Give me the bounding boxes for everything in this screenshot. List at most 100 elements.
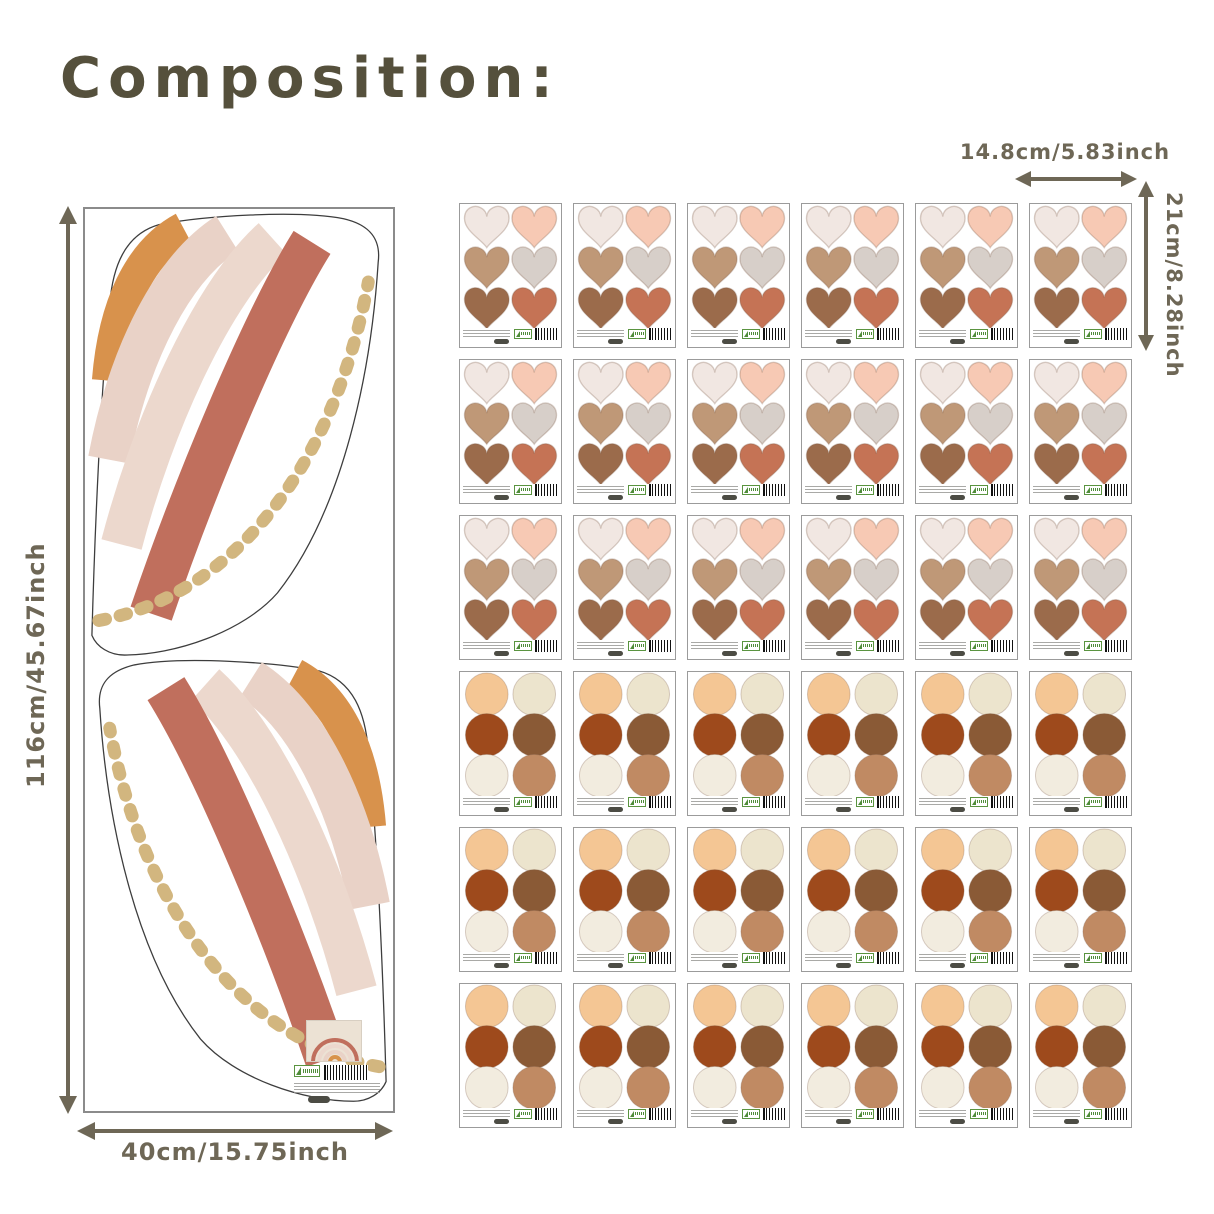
heart-sticker <box>1081 287 1128 328</box>
circle-sticker <box>1034 909 1079 952</box>
barcode <box>649 484 672 496</box>
heart-sticker <box>511 558 558 602</box>
circle-sticker <box>464 672 509 717</box>
heart-sticker <box>577 402 624 446</box>
description-text-lines <box>294 1083 380 1094</box>
decal-product-label <box>294 1020 388 1103</box>
sticker-sheet-artwork <box>1034 672 1127 796</box>
product-code-badge <box>836 339 851 344</box>
heart-sticker <box>625 517 672 561</box>
sticker-sheet-hearts <box>573 359 676 504</box>
sticker-sheet-artwork <box>1033 361 1128 484</box>
description-text-lines <box>1033 798 1080 806</box>
heart-sticker <box>625 402 672 446</box>
circle-sticker <box>740 1025 785 1069</box>
heart-sticker <box>625 246 672 290</box>
circle-sticker <box>578 828 623 873</box>
sticker-sheet-artwork <box>919 361 1014 484</box>
brand-logo <box>970 953 988 963</box>
circle-sticker <box>1034 672 1079 717</box>
arrowhead-left-icon <box>1015 171 1031 187</box>
sticker-sheet-artwork <box>1034 984 1127 1108</box>
arrowhead-right-icon <box>1121 171 1137 187</box>
circle-sticker <box>1082 869 1127 913</box>
circle-sticker <box>692 984 737 1029</box>
circle-sticker <box>806 984 851 1029</box>
circle-sticker <box>626 984 671 1029</box>
barcode <box>1105 1108 1128 1120</box>
barcode <box>877 328 900 340</box>
description-text-lines <box>919 330 966 338</box>
product-code-badge <box>1064 807 1079 812</box>
product-code-badge <box>494 963 509 968</box>
heart-sticker <box>511 517 558 561</box>
barcode <box>1105 328 1128 340</box>
product-code-badge <box>608 651 623 656</box>
description-text-lines <box>1033 954 1080 962</box>
heart-sticker <box>805 246 852 290</box>
brand-logo <box>742 797 760 807</box>
heart-sticker <box>739 361 786 405</box>
heart-sticker <box>919 287 966 328</box>
sticker-sheet-hearts <box>687 203 790 348</box>
description-text-lines <box>463 1110 510 1118</box>
circle-sticker <box>1034 1065 1079 1108</box>
heart-sticker <box>919 402 966 446</box>
circle-sticker <box>464 869 509 913</box>
thumbnail-rainbow-arc <box>328 1055 342 1061</box>
circle-sticker <box>854 909 899 952</box>
sticker-sheet-artwork <box>919 205 1014 328</box>
sticker-sheet-hearts <box>1029 359 1132 504</box>
circle-sticker <box>740 984 785 1029</box>
circle-sticker <box>692 828 737 873</box>
sticker-sheet-artwork <box>1033 517 1128 640</box>
arrowhead-down-icon <box>59 1096 77 1114</box>
brand-logo <box>628 953 646 963</box>
heart-sticker <box>919 558 966 602</box>
heart-sticker <box>577 361 624 405</box>
circle-sticker <box>1082 909 1127 952</box>
brand-logo <box>514 329 532 339</box>
circle-sticker <box>512 1065 557 1108</box>
heart-sticker <box>919 205 966 249</box>
sticker-sheet-artwork <box>463 361 558 484</box>
circle-sticker <box>578 869 623 913</box>
heart-sticker <box>463 558 510 602</box>
heart-sticker <box>1081 558 1128 602</box>
heart-sticker <box>1033 287 1080 328</box>
circle-sticker <box>740 672 785 717</box>
circle-sticker <box>512 753 557 796</box>
barcode <box>535 484 558 496</box>
brand-logo <box>970 797 988 807</box>
circle-sticker <box>626 909 671 952</box>
brand-logo <box>856 953 874 963</box>
circle-sticker <box>920 1065 965 1108</box>
barcode <box>649 796 672 808</box>
sticker-sheet-circles <box>801 983 904 1128</box>
product-code-badge <box>608 807 623 812</box>
barcode <box>991 952 1014 964</box>
brand-logo <box>1084 1109 1102 1119</box>
product-code-badge <box>722 963 737 968</box>
heart-sticker <box>919 599 966 640</box>
sticker-sheet-hearts <box>915 359 1018 504</box>
sticker-sheet-artwork <box>691 517 786 640</box>
sticker-sheet-hearts <box>459 515 562 660</box>
circle-sticker <box>1082 984 1127 1029</box>
circle-sticker <box>1034 713 1079 757</box>
product-code-badge <box>608 963 623 968</box>
circle-sticker <box>740 713 785 757</box>
description-text-lines <box>691 330 738 338</box>
heart-sticker <box>853 402 900 446</box>
heart-sticker <box>577 205 624 249</box>
brand-logo <box>970 641 988 651</box>
sticker-sheet-circles <box>573 671 676 816</box>
sticker-sheet-artwork <box>805 517 900 640</box>
heart-sticker <box>577 246 624 290</box>
arrowhead-left-icon <box>77 1122 95 1140</box>
barcode <box>535 1108 558 1120</box>
circle-sticker <box>740 909 785 952</box>
circle-sticker <box>578 984 623 1029</box>
heart-sticker <box>805 599 852 640</box>
description-text-lines <box>691 954 738 962</box>
